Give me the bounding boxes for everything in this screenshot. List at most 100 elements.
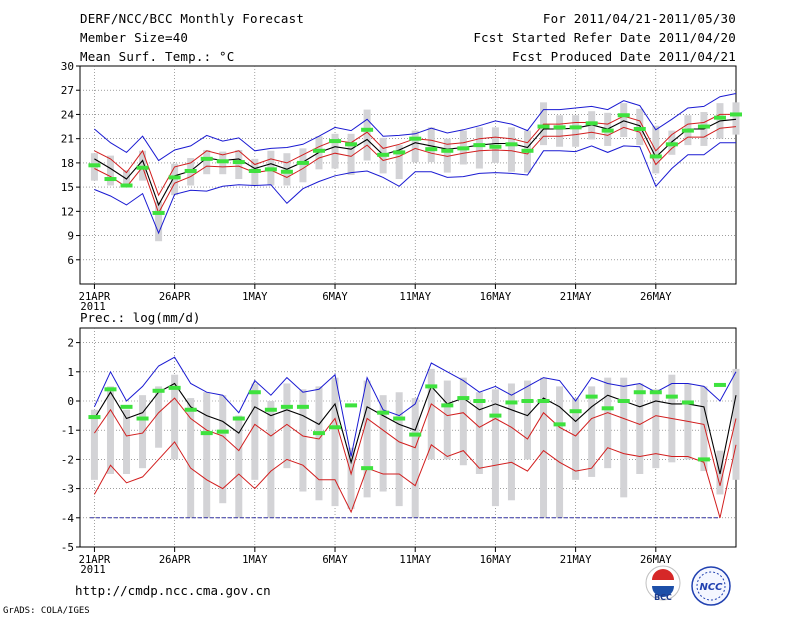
spread-box (475, 392, 483, 474)
observed-marker (120, 404, 133, 409)
observed-marker (393, 150, 406, 155)
x-tick-label: 26APR (159, 554, 191, 566)
observed-marker (88, 415, 101, 420)
x-tick-label: 6MAY (322, 291, 348, 303)
observed-marker (377, 152, 390, 157)
spread-box (363, 109, 371, 161)
spread-box (299, 148, 307, 183)
spread-box (123, 409, 131, 474)
observed-marker (329, 425, 342, 430)
y-tick-label: 24 (61, 108, 75, 121)
spread-box (331, 133, 339, 169)
y-tick-label: 18 (61, 157, 74, 170)
y-tick-label: 1 (67, 366, 74, 379)
series-lower (94, 126, 737, 215)
observed-marker (425, 147, 438, 152)
spread-box (443, 138, 451, 173)
spread-box (491, 389, 499, 507)
observed-marker (489, 144, 502, 149)
observed-marker (697, 124, 710, 129)
observed-marker (88, 163, 101, 168)
ncc-logo-text: NCC (699, 582, 723, 593)
spread-box (219, 395, 227, 504)
observed-marker (665, 394, 678, 399)
observed-marker (585, 394, 598, 399)
ncc-logo-ring (691, 566, 731, 606)
observed-marker (649, 390, 662, 395)
x-tick-label: 1MAY (242, 291, 268, 303)
spread-box (507, 383, 515, 501)
observed-marker (681, 400, 694, 405)
source-url-link[interactable]: http://cmdp.ncc.cma.gov.cn (75, 583, 271, 598)
spread-box (235, 415, 243, 518)
spread-box (283, 383, 291, 469)
bcc-logo-top (652, 569, 674, 580)
spread-box (459, 377, 467, 466)
observed-marker (120, 183, 133, 188)
observed-marker (569, 409, 582, 414)
y-tick-label: 15 (61, 181, 74, 194)
y-tick-label: -3 (61, 483, 74, 496)
observed-marker (505, 400, 518, 405)
spread-box (556, 386, 564, 518)
spread-box (572, 115, 580, 147)
spread-box (379, 395, 387, 492)
spread-box (636, 108, 644, 146)
observed-marker (280, 404, 293, 409)
y-tick-label: -2 (61, 453, 74, 466)
observed-marker (730, 112, 742, 117)
spread-box (90, 409, 98, 480)
spread-box (572, 398, 580, 480)
x-tick-label: 21APR (79, 291, 111, 303)
observed-marker (136, 165, 149, 170)
observed-marker (264, 167, 277, 172)
spread-box (604, 377, 612, 469)
observed-marker (425, 384, 438, 389)
x-tick-label: 11MAY (399, 554, 431, 566)
observed-marker (216, 159, 229, 164)
y-tick-label: 27 (61, 84, 74, 97)
observed-marker (713, 382, 726, 387)
observed-marker (329, 139, 342, 144)
observed-marker (232, 416, 245, 421)
observed-marker (184, 407, 197, 412)
observed-marker (457, 146, 470, 151)
x-tick-year-label: 2011 (80, 564, 105, 576)
observed-marker (521, 148, 534, 153)
spread-box (267, 401, 275, 518)
plot-frame (79, 65, 737, 285)
observed-marker (296, 160, 309, 165)
observed-marker (617, 113, 630, 118)
grads-credit: GrADS: COLA/IGES (3, 606, 90, 616)
spread-box (427, 368, 435, 460)
observed-marker (232, 160, 245, 165)
observed-marker (248, 168, 261, 173)
spread-box (652, 125, 660, 174)
observed-marker (168, 385, 181, 390)
spread-box (652, 389, 660, 469)
spread-box (556, 115, 564, 147)
observed-marker (441, 148, 454, 153)
observed-marker (409, 136, 422, 141)
observed-marker (312, 148, 325, 153)
spread-box (203, 149, 211, 175)
chart-title: DERF/NCC/BCC Monthly Forecast (80, 11, 305, 26)
observed-marker (409, 432, 422, 437)
spread-box (507, 127, 515, 172)
observed-marker (649, 154, 662, 159)
observed-marker (361, 466, 374, 471)
observed-marker (152, 388, 165, 393)
observed-marker (104, 387, 117, 392)
y-tick-label: 2 (67, 337, 74, 350)
spread-box (395, 145, 403, 180)
x-tick-label: 21APR (79, 554, 111, 566)
spread-box (251, 383, 259, 480)
observed-marker (553, 422, 566, 427)
spread-box (732, 102, 740, 135)
spread-box (347, 133, 355, 175)
spread-box (620, 103, 628, 138)
spread-box (315, 386, 323, 501)
y-tick-label: 12 (61, 205, 74, 218)
member-size-label: Member Size=40 (80, 30, 189, 45)
